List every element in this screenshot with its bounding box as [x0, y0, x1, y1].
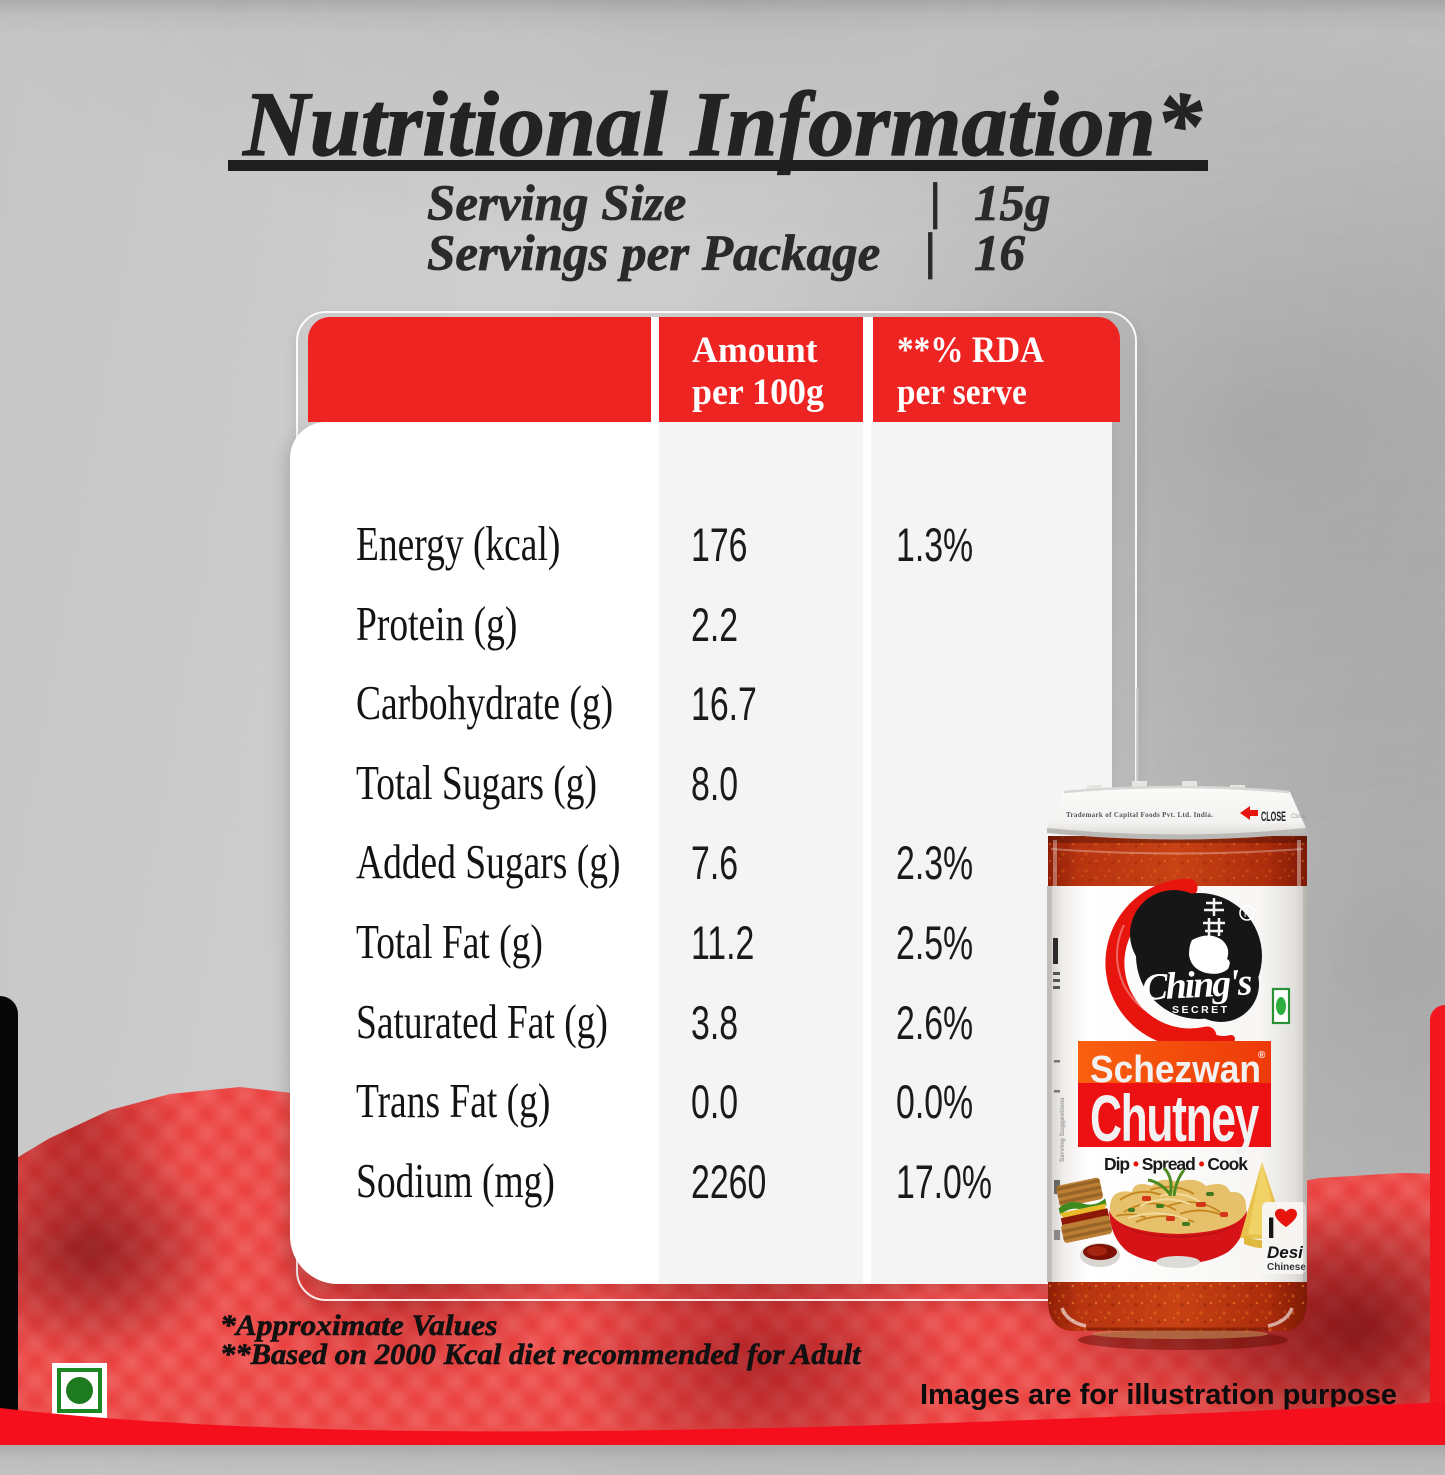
svg-text:SECRET: SECRET: [1172, 1004, 1230, 1016]
svg-text:R: R: [1244, 909, 1251, 919]
svg-text:Serving Suggestions: Serving Suggestions: [1059, 1097, 1066, 1162]
svg-text:®: ®: [1258, 1050, 1266, 1061]
svg-text:Trademark of Capital Foods Pvt: Trademark of Capital Foods Pvt. Ltd. Ind…: [1066, 811, 1213, 819]
svg-text:I: I: [1267, 1212, 1275, 1245]
svg-text:Close: Close: [1291, 814, 1307, 820]
svg-text:Chinese: Chinese: [1267, 1262, 1306, 1273]
svg-text:Chutney: Chutney: [1090, 1081, 1260, 1155]
svg-text:Ching's: Ching's: [1141, 961, 1253, 1009]
svg-text:Schezwan: Schezwan: [1090, 1049, 1261, 1091]
svg-text:CLOSE: CLOSE: [1261, 808, 1286, 824]
svg-text:Dip • Spread • Cook: Dip • Spread • Cook: [1104, 1154, 1248, 1174]
svg-text:Desi: Desi: [1267, 1243, 1304, 1262]
